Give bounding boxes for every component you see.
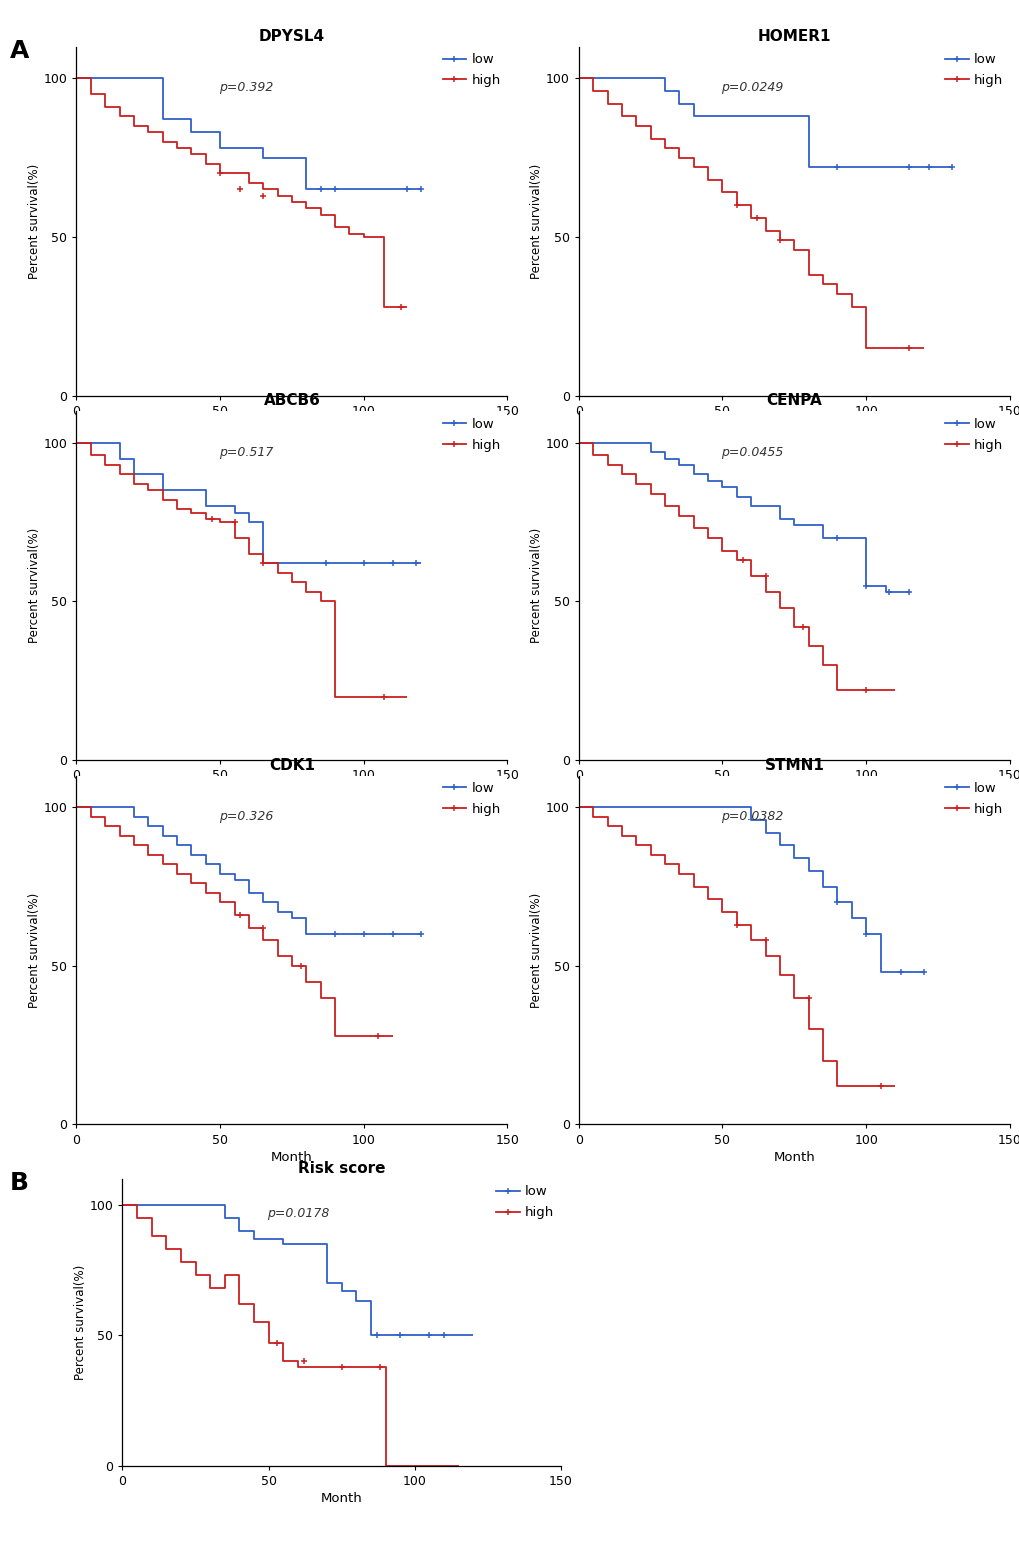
Text: A: A	[10, 39, 30, 62]
Legend: low, high: low, high	[442, 782, 500, 816]
Legend: low, high: low, high	[944, 53, 1003, 87]
X-axis label: Month: Month	[271, 1151, 313, 1163]
Text: p=0.0455: p=0.0455	[720, 447, 783, 459]
Title: DPYSL4: DPYSL4	[259, 29, 325, 43]
X-axis label: Month: Month	[271, 786, 313, 799]
Title: CENPA: CENPA	[765, 394, 821, 408]
Legend: low, high: low, high	[442, 53, 500, 87]
Y-axis label: Percent survival(%): Percent survival(%)	[28, 163, 41, 279]
X-axis label: Month: Month	[772, 1151, 814, 1163]
X-axis label: Month: Month	[321, 1492, 362, 1504]
Y-axis label: Percent survival(%): Percent survival(%)	[73, 1264, 87, 1380]
Text: B: B	[10, 1171, 30, 1194]
Legend: low, high: low, high	[495, 1185, 554, 1219]
Title: STMN1: STMN1	[763, 758, 823, 772]
Legend: low, high: low, high	[944, 417, 1003, 451]
Title: HOMER1: HOMER1	[757, 29, 830, 43]
Text: p=0.326: p=0.326	[218, 810, 273, 824]
Y-axis label: Percent survival(%): Percent survival(%)	[28, 892, 41, 1008]
Text: p=0.517: p=0.517	[218, 447, 273, 459]
Text: p=0.0382: p=0.0382	[720, 810, 783, 824]
Y-axis label: Percent survival(%): Percent survival(%)	[530, 527, 543, 644]
Y-axis label: Percent survival(%): Percent survival(%)	[530, 892, 543, 1008]
X-axis label: Month: Month	[271, 422, 313, 434]
Legend: low, high: low, high	[442, 417, 500, 451]
Legend: low, high: low, high	[944, 782, 1003, 816]
Text: p=0.0249: p=0.0249	[720, 81, 783, 95]
Text: p=0.392: p=0.392	[218, 81, 273, 95]
Title: Risk score: Risk score	[298, 1162, 385, 1176]
Title: CDK1: CDK1	[269, 758, 315, 772]
Y-axis label: Percent survival(%): Percent survival(%)	[530, 163, 543, 279]
Y-axis label: Percent survival(%): Percent survival(%)	[28, 527, 41, 644]
Title: ABCB6: ABCB6	[263, 394, 320, 408]
Text: p=0.0178: p=0.0178	[267, 1207, 329, 1221]
X-axis label: Month: Month	[772, 786, 814, 799]
X-axis label: Month: Month	[772, 422, 814, 434]
